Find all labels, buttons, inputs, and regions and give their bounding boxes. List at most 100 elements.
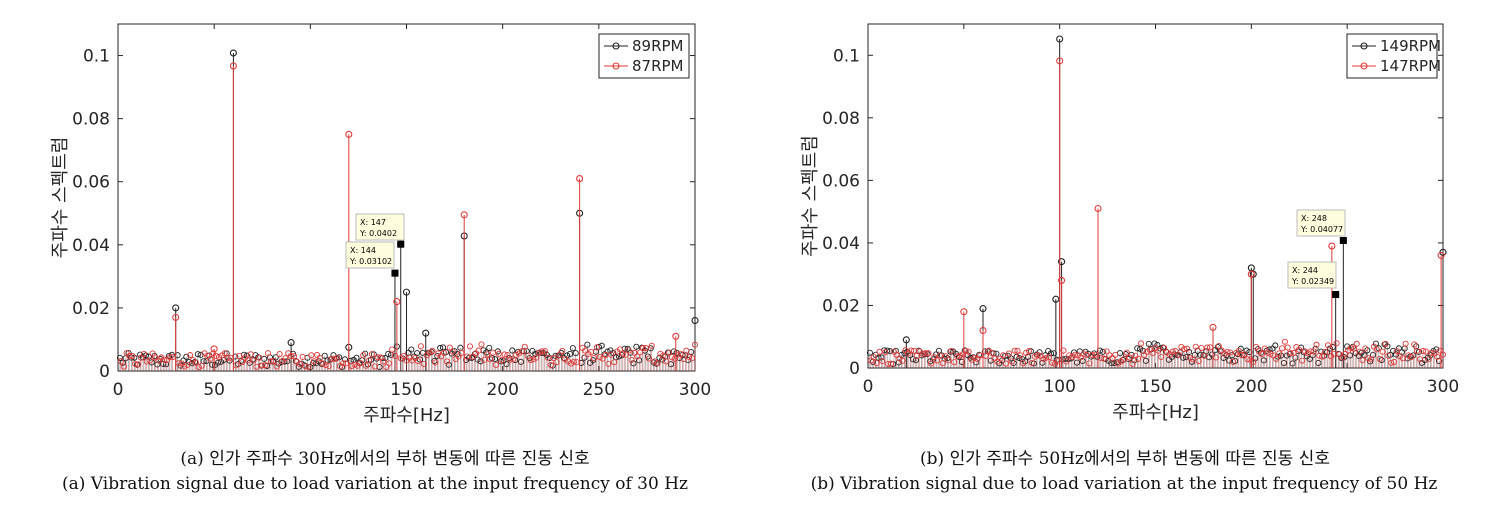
legend-marker [1360,62,1368,70]
noise-marker [1243,347,1250,354]
noise-marker [588,348,595,355]
noise-marker [439,344,447,351]
noise-marker [334,354,341,361]
noise-marker [965,348,972,355]
noise-marker [1099,348,1106,355]
noise-marker [1439,351,1447,358]
noise-marker [1313,341,1320,348]
noise-marker [288,352,295,360]
noise-marker [971,354,978,361]
noise-marker [593,344,600,351]
noise-marker [308,352,315,359]
noise-marker [160,360,167,367]
marker-89RPM [287,339,295,347]
noise-marker [948,347,955,355]
noise-marker [370,351,377,358]
noise-marker [1437,347,1444,354]
noise-marker [1281,338,1288,345]
noise-marker [373,355,380,362]
y-tick-label: 0.1 [83,47,110,67]
noise-marker [1197,351,1204,358]
x-tick-label: 50 [953,377,975,397]
noise-marker [1215,342,1222,350]
noise-marker [400,353,407,360]
y-axis-label: 주파수 스펙트럼 [800,135,821,257]
noise-marker [247,351,254,358]
y-tick-label: 0.02 [72,299,110,319]
noise-marker [942,353,949,360]
noise-marker [362,350,369,357]
noise-marker [1034,352,1041,359]
noise-marker [270,357,277,364]
y-tick-label: 0.06 [72,173,110,193]
marker-147RPM [960,308,968,316]
noise-marker [290,353,298,360]
noise-marker [408,346,415,353]
marker-147RPM [979,326,987,335]
noise-marker [559,347,566,355]
marker-87RPM [345,130,353,138]
noise-marker [677,350,684,357]
noise-marker [299,353,306,360]
noise-marker [1307,348,1314,355]
noise-marker [691,341,699,348]
datatip-box [355,213,405,241]
legend-label: 147RPM [1380,57,1441,75]
marker-89RPM [422,329,430,337]
noise-marker [1017,352,1024,359]
noise-marker [1066,352,1073,359]
noise-marker [1139,347,1147,354]
noise-marker [489,349,497,356]
datatip-box [1296,209,1346,237]
noise-marker [221,350,228,357]
noise-marker [1264,349,1271,356]
noise-marker [484,351,491,358]
x-tick-label: 300 [679,380,711,400]
datatip-y-text: Y: 0.02349 [1291,277,1334,286]
caption-ko-a: (a) 인가 주파수 30Hz에서의 부하 변동에 따른 진동 신호 [180,449,590,469]
noise-marker [1272,342,1279,349]
noise-marker [1364,347,1371,354]
noise-marker [1048,359,1056,366]
marker-87RPM [576,175,584,183]
noise-marker [1080,351,1087,358]
noise-marker [116,354,123,361]
noise-marker [884,347,891,354]
noise-marker [213,352,220,360]
noise-marker [377,354,384,361]
datatip-box [1287,261,1337,289]
noise-marker [187,352,194,359]
noise-marker [256,354,263,361]
marker-147RPM [1247,270,1255,278]
datatip-marker [1332,291,1340,299]
marker-149RPM [902,336,910,344]
noise-marker [1362,345,1369,352]
noise-marker [272,354,279,361]
x-tick-label: 150 [390,380,422,400]
noise-marker [584,341,591,348]
legend-label: 149RPM [1380,37,1441,55]
noise-marker [1344,343,1351,350]
noise-marker [302,363,309,370]
noise-marker [1103,348,1110,355]
noise-marker [385,350,392,357]
noise-marker [1184,345,1191,352]
noise-marker [1414,347,1421,354]
noise-marker [524,352,531,359]
datatip-marker [397,240,405,248]
noise-marker [1198,344,1205,352]
x-tick-label: 0 [863,377,874,397]
noise-marker [1235,347,1242,354]
noise-marker [1011,347,1018,354]
noise-marker [686,353,693,361]
marker-147RPM [1056,57,1064,65]
noise-marker [1186,354,1194,361]
noise-marker [1062,355,1069,362]
noise-marker [870,354,877,361]
noise-marker [1138,340,1145,347]
noise-marker [936,352,943,359]
noise-marker [1145,340,1152,347]
y-axis-label: 주파수 스펙트럼 [50,137,71,259]
noise-marker [866,349,873,356]
